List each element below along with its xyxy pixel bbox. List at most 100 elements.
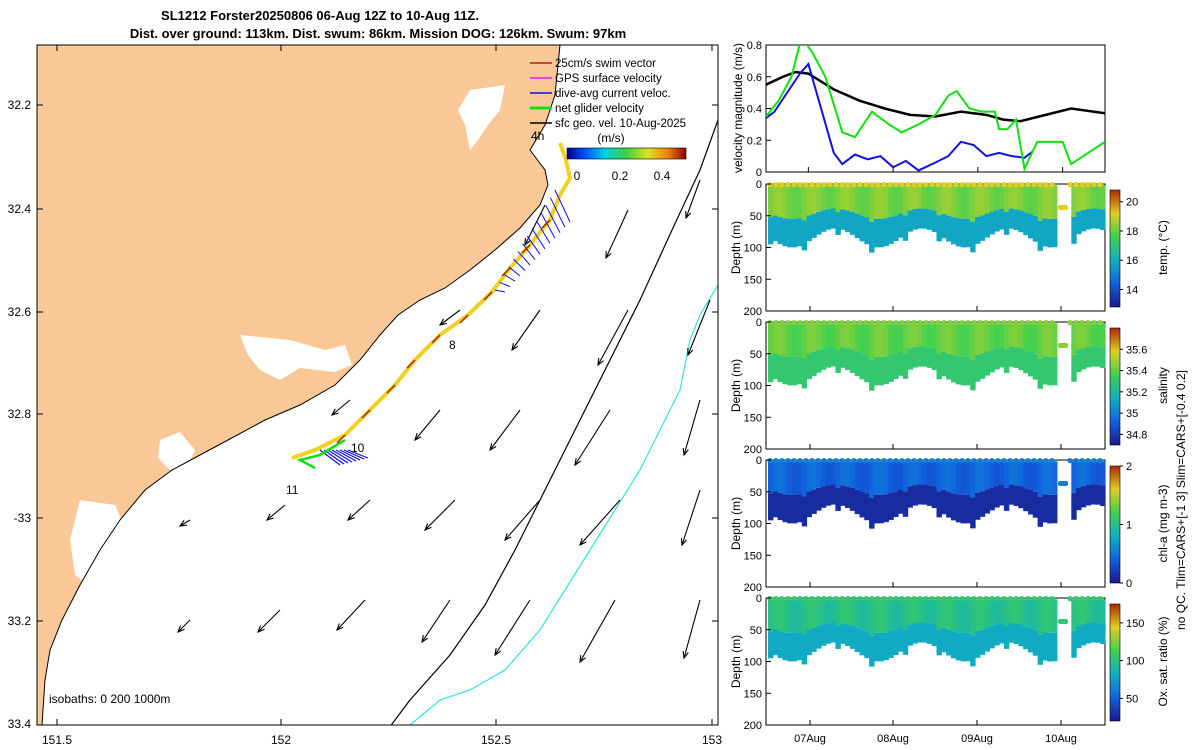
section-cell xyxy=(1032,629,1039,656)
section-cell xyxy=(912,185,918,210)
section-cell xyxy=(811,599,817,628)
section-surface-point xyxy=(977,182,983,188)
section-cell xyxy=(907,348,914,370)
section-cell xyxy=(893,323,899,354)
section-cell xyxy=(1042,599,1048,633)
section-cell xyxy=(1037,220,1044,251)
colorbar-tick: 100 xyxy=(1126,656,1144,668)
section-cell xyxy=(946,215,952,242)
section-cell xyxy=(768,217,774,245)
section-cell xyxy=(984,213,991,238)
section-cell xyxy=(845,599,851,625)
section-cell xyxy=(893,461,899,492)
section-cell xyxy=(777,355,784,383)
section-surface-point xyxy=(845,458,851,464)
section-cell xyxy=(782,632,788,661)
section-cell xyxy=(854,627,861,653)
section-cell xyxy=(820,624,827,646)
colorbar-tick: 16 xyxy=(1126,255,1138,267)
section-surface-point xyxy=(1067,182,1073,188)
section-surface-point xyxy=(845,182,851,188)
section-cell xyxy=(1076,349,1082,373)
section-surface-point xyxy=(959,182,965,188)
section-cell xyxy=(772,353,779,380)
colorbar-tick: 35 xyxy=(1126,408,1138,420)
section-surface-point xyxy=(863,320,869,326)
dac-vector xyxy=(323,449,345,465)
section-surface-point xyxy=(1091,320,1097,326)
section-surface-point xyxy=(965,320,971,326)
section-cell xyxy=(830,323,836,347)
geo-arrow xyxy=(687,299,711,357)
section-cell xyxy=(907,461,914,487)
section-cell xyxy=(849,625,856,649)
coastline xyxy=(41,45,561,725)
section-surface-point xyxy=(935,182,941,188)
map-axis-ticks xyxy=(37,45,718,725)
section-surface-point xyxy=(1019,182,1025,188)
section-cell xyxy=(1080,185,1087,211)
section-cell xyxy=(1027,461,1034,490)
section-cell xyxy=(1076,487,1082,511)
section-surface-point xyxy=(851,320,857,326)
section-cell xyxy=(849,323,856,350)
section-cell xyxy=(950,323,957,356)
section-ytick: 100 xyxy=(744,381,762,393)
section-cell xyxy=(936,491,942,518)
section-surface-point xyxy=(791,596,797,602)
section-colorbar xyxy=(1109,603,1121,722)
section-cell xyxy=(806,491,812,518)
section-cell xyxy=(936,599,942,630)
section-cell xyxy=(1027,627,1034,653)
section-cell xyxy=(1023,461,1029,489)
section-surface-point xyxy=(1037,596,1043,602)
map-ytick: 32.8 xyxy=(8,407,32,421)
colorbar-tick: 2 xyxy=(1126,461,1132,473)
section-cell xyxy=(926,461,933,486)
section-cell xyxy=(845,461,851,487)
section-cell xyxy=(854,351,861,377)
track-label-11: 11 xyxy=(286,483,299,497)
section-cell xyxy=(801,185,808,221)
section-cell xyxy=(1042,632,1048,661)
section-surface-point xyxy=(1007,596,1013,602)
section-cell xyxy=(936,353,942,380)
section-cell xyxy=(830,622,836,643)
section-cell xyxy=(931,348,938,371)
section-surface-point xyxy=(881,182,887,188)
section-surface-point xyxy=(1097,182,1103,188)
section-cell xyxy=(845,348,851,370)
section-ylabel: Depth (m) xyxy=(729,635,743,688)
section-cell xyxy=(1037,323,1044,359)
section-cell xyxy=(1003,625,1010,649)
section-surface-point xyxy=(893,458,899,464)
section-cell xyxy=(1003,487,1010,511)
section-surface-point xyxy=(935,320,941,326)
section-cell xyxy=(1023,323,1029,351)
section-surface-point xyxy=(1091,596,1097,602)
section-colorbar xyxy=(1109,465,1121,584)
section-surface-point xyxy=(923,182,929,188)
section-surface-point xyxy=(869,458,875,464)
section-surface-point xyxy=(821,458,827,464)
section-cell xyxy=(912,485,918,506)
time-xtick: 09Aug xyxy=(961,733,993,745)
time-xtick: 10Aug xyxy=(1045,733,1077,745)
section-ytick: 0 xyxy=(756,455,762,467)
section-surface-point xyxy=(983,596,989,602)
section-cell xyxy=(1085,461,1092,485)
dac-vector xyxy=(526,235,541,255)
section-cell xyxy=(989,461,995,488)
section-cell xyxy=(816,625,822,649)
section-cell xyxy=(772,461,779,492)
section-cell xyxy=(878,494,885,524)
section-surface-point xyxy=(1013,458,1019,464)
section-cell xyxy=(897,185,904,214)
section-surface-point xyxy=(1043,320,1049,326)
section-cell xyxy=(787,599,793,633)
section-surface-point xyxy=(1019,320,1025,326)
section-cell xyxy=(796,356,803,385)
section-cell xyxy=(1071,461,1077,493)
section-cell xyxy=(859,185,865,216)
